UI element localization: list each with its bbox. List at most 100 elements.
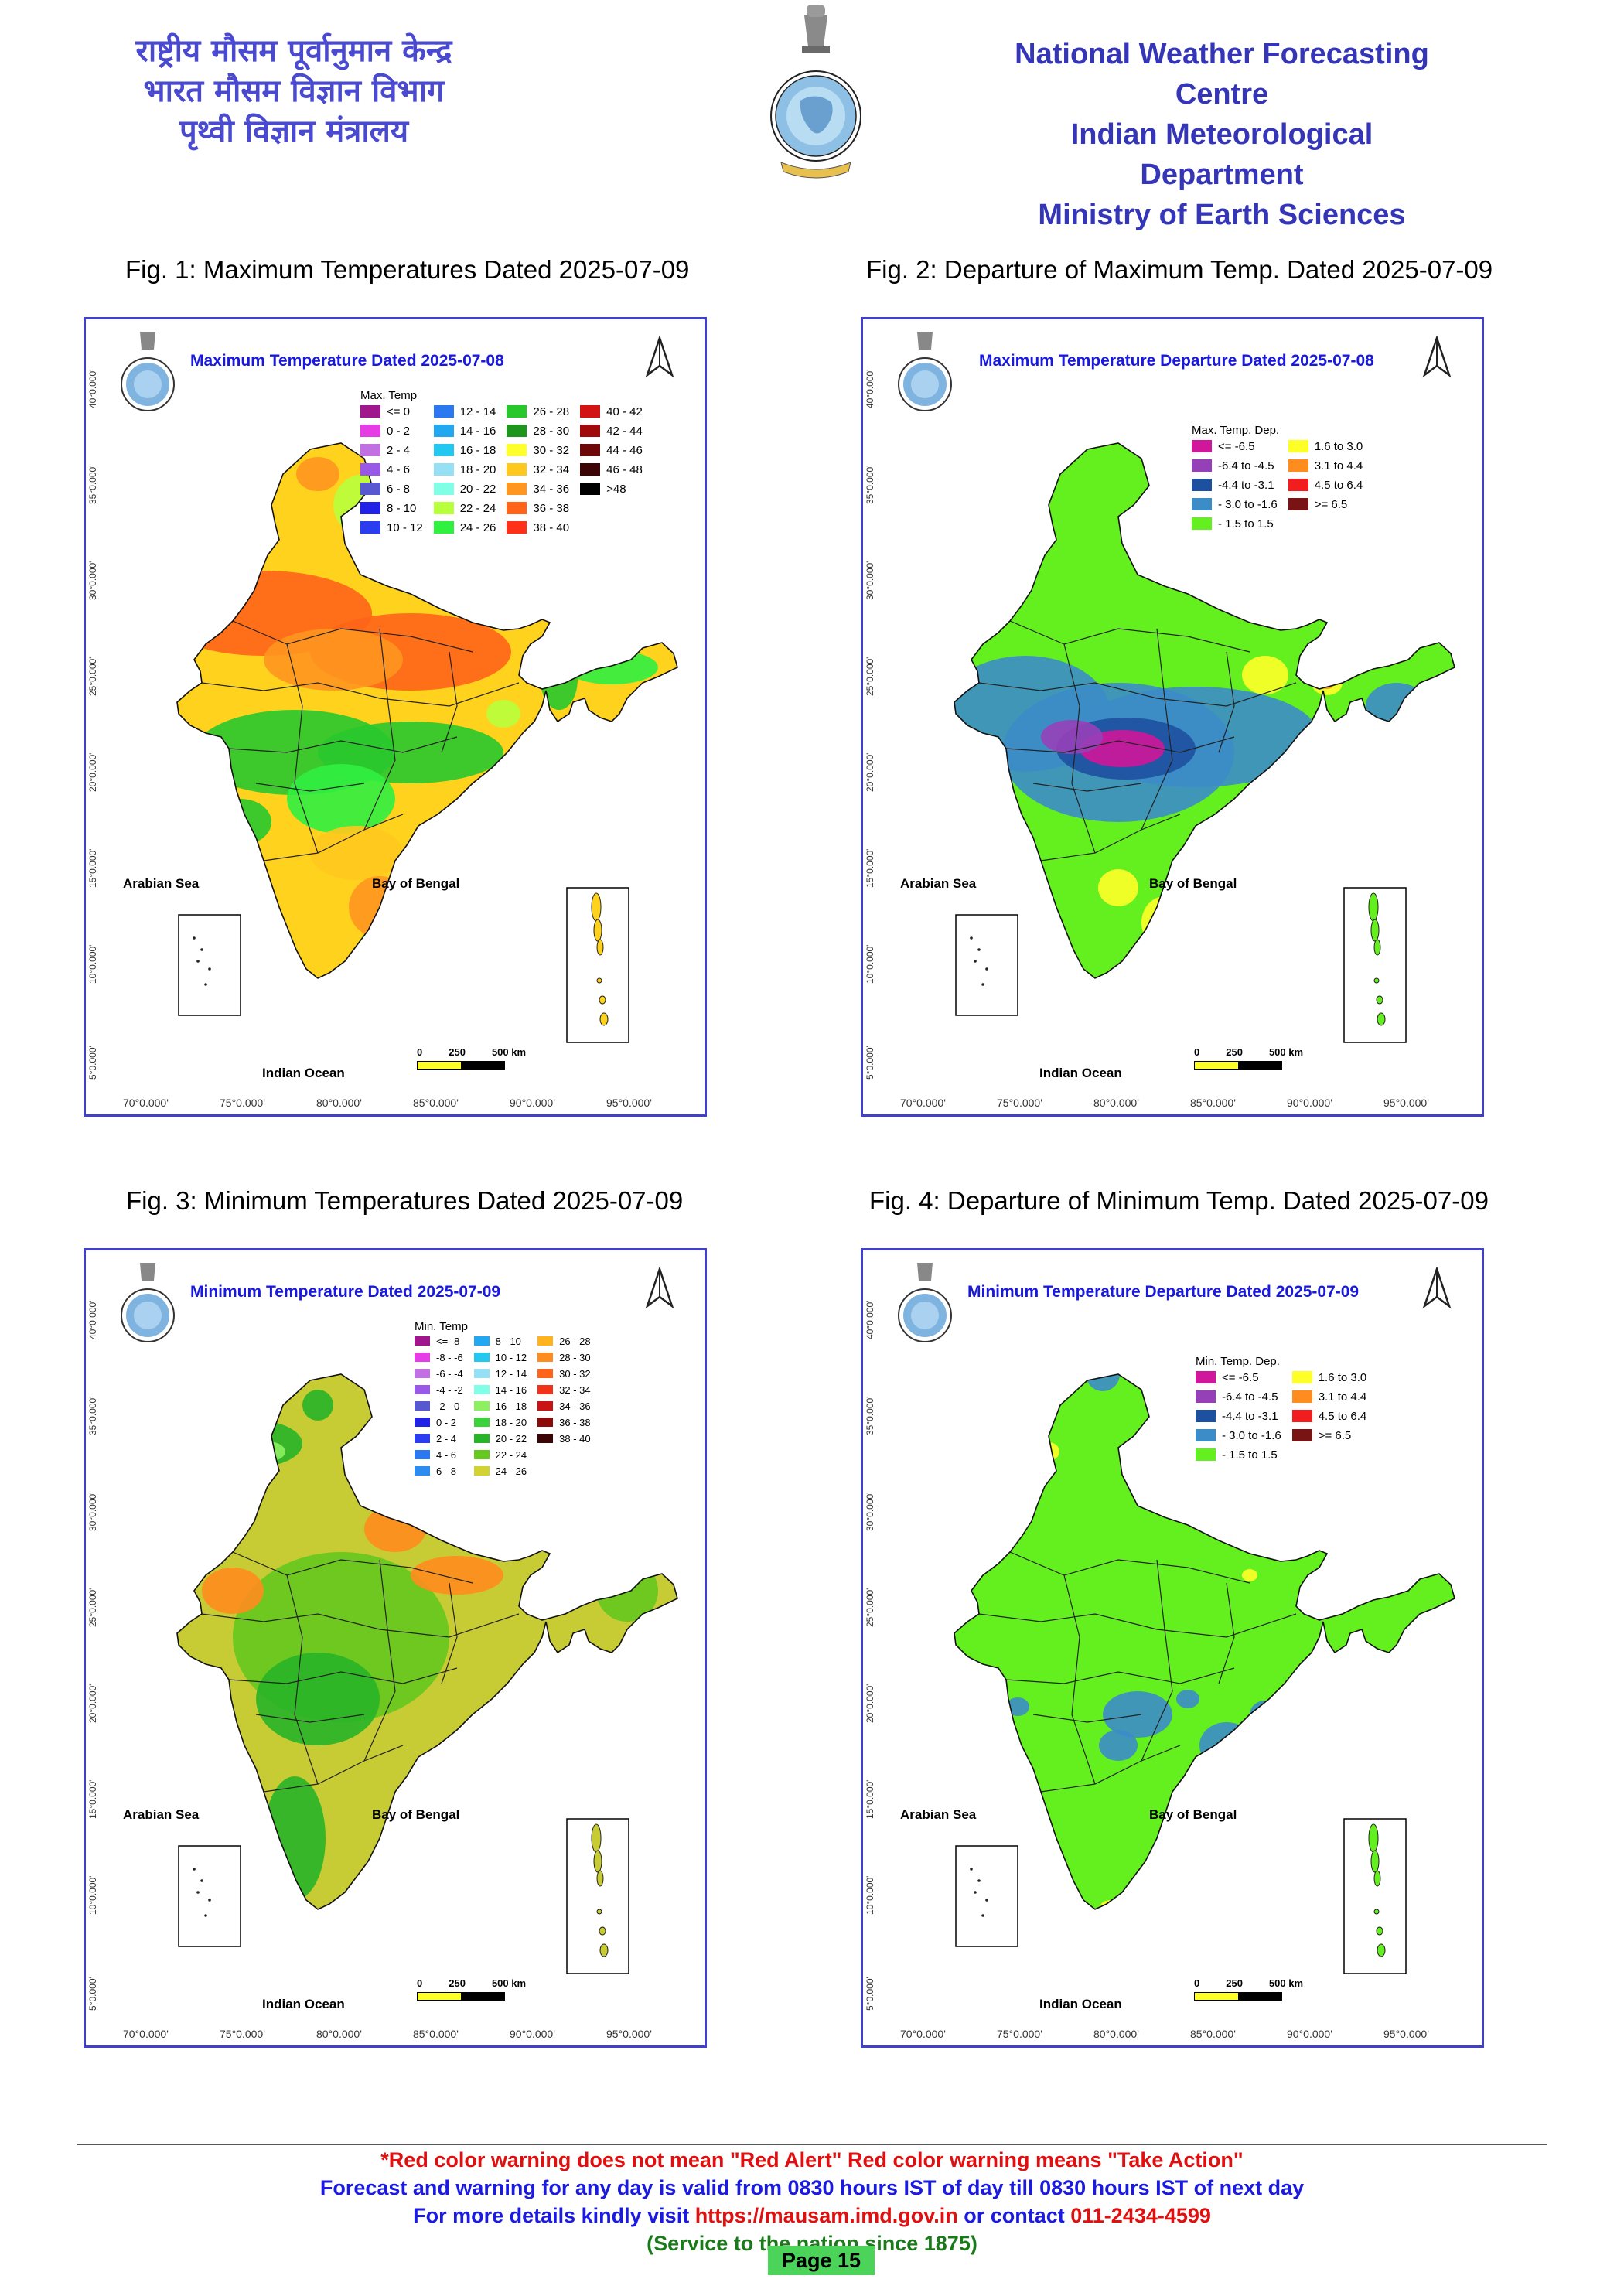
legend-swatch (507, 483, 527, 495)
india-outline (176, 1373, 678, 1910)
latitude-tick: 5°0.000' (865, 1977, 875, 2011)
latitude-tick: 15°0.000' (87, 1779, 98, 1819)
longitude-tick: 75°0.000' (997, 2028, 1042, 2040)
legend-swatch (473, 1434, 490, 1443)
legend-swatch (360, 502, 380, 514)
legend-label: 30 - 32 (533, 443, 570, 457)
latitude-tick: 35°0.000' (865, 465, 875, 504)
legend-item: 32 - 34 (537, 1383, 591, 1396)
latitude-tick: 35°0.000' (865, 1396, 875, 1435)
legend-swatch (1196, 1390, 1216, 1403)
legend-item: 22 - 24 (433, 500, 496, 516)
state-boundary (201, 1613, 520, 1638)
india-landmass (954, 1374, 1455, 1909)
scale-label: 500 km (1268, 1046, 1304, 1058)
latitude-tick: 10°0.000' (87, 1875, 98, 1915)
india-outline (954, 442, 1455, 979)
state-boundary (1141, 1559, 1173, 1762)
island (599, 995, 606, 1005)
legend-label: - 1.5 to 1.5 (1222, 1448, 1278, 1462)
value-region (264, 1776, 326, 1900)
legend-label: 10 - 12 (495, 1351, 527, 1363)
map-legend: Min. Temp <= -8 -8 - -6 -6 - -4 -4 - -2 -2 - … (415, 1320, 591, 1477)
longitude-tick: 85°0.000' (413, 2028, 459, 2040)
legend-item: - 3.0 to -1.6 (1196, 1428, 1281, 1443)
longitude-tick: 85°0.000' (1190, 1097, 1236, 1109)
legend-label: 42 - 44 (606, 424, 643, 438)
legend-swatch (433, 502, 454, 514)
indian-ocean-label: Indian Ocean (262, 1997, 345, 2011)
latitude-tick: 35°0.000' (87, 465, 98, 504)
legend-swatch (1192, 498, 1212, 510)
island (1376, 1926, 1383, 1936)
value-region (210, 1421, 302, 1467)
value-region (565, 650, 658, 684)
legend-item: 20 - 22 (433, 481, 496, 496)
legend-swatch (537, 1401, 554, 1411)
legend-label: 24 - 26 (495, 1465, 527, 1477)
legend-label: 16 - 18 (459, 443, 496, 457)
island (1373, 1870, 1381, 1887)
imd-logo-small (117, 1261, 179, 1350)
island (977, 1879, 981, 1882)
latitude-tick: 40°0.000' (865, 1300, 875, 1339)
island (208, 1899, 211, 1902)
island (985, 1899, 988, 1902)
legend-label: 3.1 to 4.4 (1318, 1390, 1367, 1404)
north-arrow-icon (644, 335, 675, 382)
legend-item: 38 - 40 (507, 520, 569, 535)
value-region (296, 457, 339, 491)
legend-swatch (1196, 1448, 1216, 1461)
longitude-tick: 90°0.000' (510, 2028, 555, 2040)
latitude-tick: 30°0.000' (865, 1492, 875, 1531)
legend-label: 22 - 24 (459, 501, 496, 515)
legend-swatch (415, 1385, 430, 1394)
island (1373, 939, 1381, 956)
value-region (256, 1653, 380, 1745)
island (1370, 919, 1380, 942)
legend-label: 8 - 10 (387, 501, 417, 515)
longitude-tick: 95°0.000' (606, 2028, 652, 2040)
longitude-tick: 80°0.000' (316, 2028, 362, 2040)
legend-item: 16 - 18 (433, 442, 496, 458)
map-title: Minimum Temperature Departure Dated 2025… (967, 1283, 1360, 1301)
legend-label: 12 - 14 (495, 1367, 527, 1380)
andaman-inset (1343, 887, 1407, 1043)
island (985, 967, 988, 971)
legend-label: >48 (606, 482, 626, 496)
legend-label: -6.4 to -4.5 (1222, 1390, 1278, 1404)
legend-item: <= -8 (415, 1335, 463, 1347)
longitude-tick: 85°0.000' (1190, 2028, 1236, 2040)
value-region (1099, 1730, 1138, 1761)
legend-item: -8 - -6 (415, 1351, 463, 1363)
state-boundary (441, 651, 458, 753)
legend-label: 2 - 4 (387, 443, 411, 457)
island (196, 1891, 200, 1894)
state-boundary (1005, 1667, 1235, 1684)
legend-label: - 1.5 to 1.5 (1218, 517, 1274, 531)
bay-of-bengal-label: Bay of Bengal (1149, 1807, 1237, 1822)
state-boundary (1032, 783, 1142, 792)
website-link[interactable]: https://mausam.imd.gov.in (694, 2204, 958, 2227)
legend-swatch (415, 1418, 430, 1427)
imd-logo-small (117, 330, 179, 419)
legend-label: >= 6.5 (1318, 1428, 1352, 1442)
legend-label: >= 6.5 (1314, 497, 1348, 511)
latitude-tick: 5°0.000' (87, 1046, 98, 1080)
legend-item: -4.4 to -3.1 (1192, 477, 1278, 493)
legend-item: 16 - 18 (473, 1400, 527, 1412)
bay-of-bengal-label: Bay of Bengal (372, 876, 460, 891)
legend-label: 36 - 38 (559, 1416, 591, 1428)
island (1377, 1943, 1386, 1957)
legend-item: 14 - 16 (473, 1383, 527, 1396)
india-map (954, 1373, 1455, 1974)
latitude-tick: 40°0.000' (865, 369, 875, 408)
legend-swatch (580, 405, 601, 418)
state-boundary (441, 1582, 458, 1684)
legend-item: >= 6.5 (1288, 496, 1363, 512)
value-region (1199, 1722, 1254, 1769)
legend-label: 8 - 10 (495, 1335, 521, 1347)
imd-logo-small (894, 330, 956, 419)
value-region (302, 1390, 333, 1421)
bay-of-bengal-label: Bay of Bengal (372, 1807, 460, 1822)
